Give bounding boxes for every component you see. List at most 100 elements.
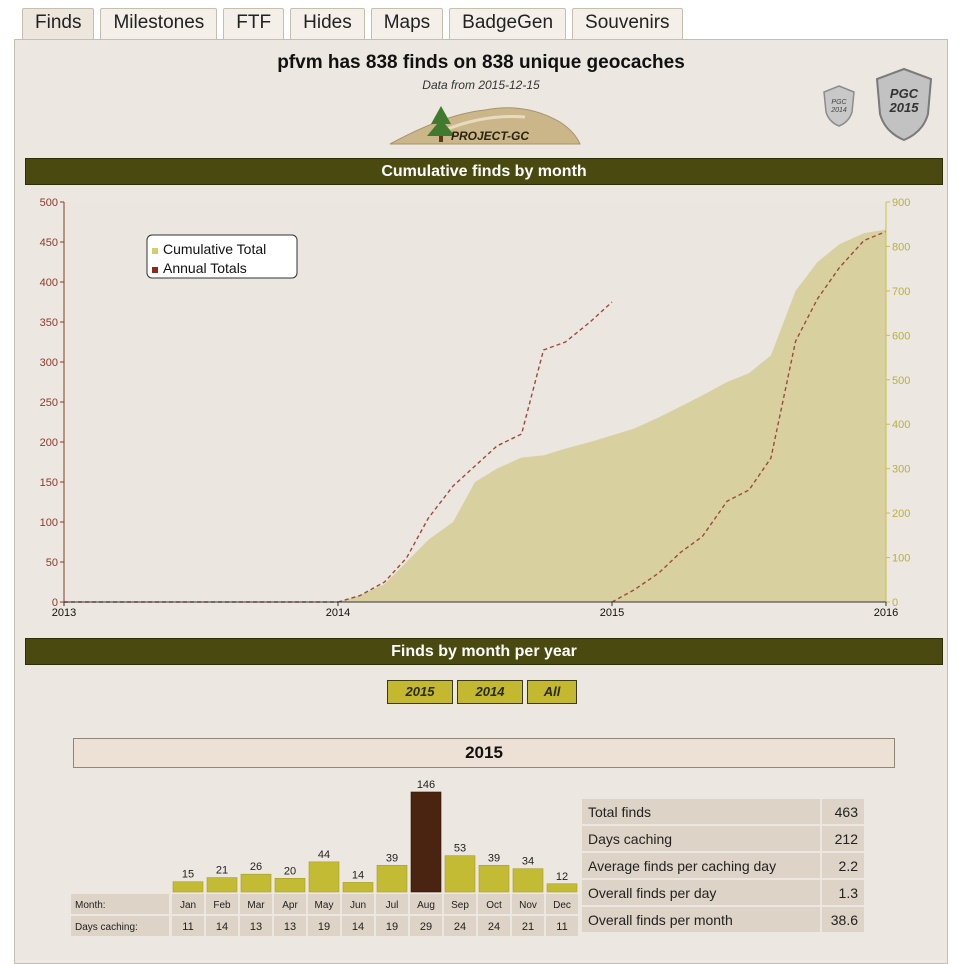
year-selector: 2015 2014 All: [387, 680, 577, 704]
days-cell: [546, 916, 578, 936]
left-tick-label: 0: [52, 597, 58, 609]
bar-value-label: 44: [318, 849, 330, 861]
month-label: Nov: [519, 900, 537, 911]
month-label: Apr: [282, 900, 298, 911]
stats-row: Days caching 212: [582, 826, 864, 851]
cumulative-chart: 0 50 100 150 200 250 300 350 400 450 500 0 100 200 300…: [40, 197, 911, 619]
days-cell: [410, 916, 442, 936]
bar-value-label: 15: [182, 869, 194, 881]
monthly-bar-chart: Month: Days caching: 15 Jan 11 21 Feb 14 26 Mar 13…: [71, 780, 578, 936]
month-label: Jan: [180, 900, 196, 911]
days-cell: [444, 916, 476, 936]
bar-value-label: 53: [454, 843, 466, 855]
left-tick-label: 400: [40, 277, 58, 289]
days-caching-value: 29: [420, 921, 432, 933]
stats-row: Average finds per caching day 2.2: [582, 853, 864, 878]
stat-label: Overall finds per month: [582, 907, 820, 932]
bar-feb: [206, 877, 238, 893]
x-tick-label: 2014: [326, 607, 350, 619]
right-tick-label: 400: [892, 419, 910, 431]
month-cell: [444, 894, 476, 914]
days-row-label: Days caching:: [75, 922, 138, 933]
month-label: Feb: [213, 900, 231, 911]
month-label: Jul: [386, 900, 399, 911]
stats-row: Overall finds per day 1.3: [582, 880, 864, 905]
bar-oct: [478, 864, 510, 893]
x-tick-label: 2013: [52, 607, 76, 619]
stat-value: 1.3: [820, 880, 864, 905]
left-tick-label: 50: [46, 557, 58, 569]
days-cell: [512, 916, 544, 936]
stat-value: 463: [820, 799, 864, 824]
month-label: May: [315, 900, 334, 911]
stat-value: 2.2: [820, 853, 864, 878]
month-cell: [308, 894, 340, 914]
tab-ftf[interactable]: FTF: [223, 8, 285, 40]
badge-label: 2014: [830, 107, 847, 114]
left-tick-label: 500: [40, 197, 58, 209]
month-label: Aug: [417, 900, 435, 911]
cumulative-total-area: [338, 229, 886, 603]
left-tick-label: 350: [40, 317, 58, 329]
tab-maps[interactable]: Maps: [370, 8, 444, 40]
bar-value-label: 39: [488, 852, 500, 864]
year-button-all[interactable]: All: [527, 680, 577, 704]
days-cell: [342, 916, 374, 936]
legend-box: [146, 234, 298, 279]
right-tick-label: 600: [892, 330, 910, 342]
days-caching-value: 11: [556, 921, 567, 933]
days-caching-value: 13: [250, 921, 262, 933]
left-tick-label: 100: [40, 517, 58, 529]
right-tick-label: 0: [892, 597, 898, 609]
bar-jan: [172, 881, 204, 893]
bar-value-label: 14: [352, 869, 364, 881]
tab-bar: Finds Milestones FTF Hides Maps BadgeGen Souve…: [22, 8, 683, 41]
tab-hides[interactable]: Hides: [290, 8, 365, 40]
legend-label-annual: Annual Totals: [163, 260, 247, 276]
bar-value-label: 39: [386, 852, 398, 864]
badge-label: PGC: [831, 99, 847, 106]
tab-finds[interactable]: Finds: [22, 8, 95, 41]
month-cell: [206, 894, 238, 914]
tab-milestones[interactable]: Milestones: [100, 8, 218, 40]
left-tick-label: 250: [40, 397, 58, 409]
year-button-2014[interactable]: 2014: [457, 680, 523, 704]
days-caching-value: 14: [352, 921, 364, 933]
days-caching-value: 13: [284, 921, 296, 933]
stat-label: Overall finds per day: [582, 880, 820, 905]
right-tick-label: 500: [892, 375, 910, 387]
pgc-2014-badge: PGC 2014: [823, 85, 855, 127]
days-cell: [308, 916, 340, 936]
x-tick-label: 2015: [600, 607, 624, 619]
month-row-label: Month:: [75, 900, 106, 911]
annual-total-line-2014: [337, 301, 613, 603]
x-tick-label: 2016: [874, 607, 898, 619]
month-cell: [376, 894, 408, 914]
stats-row: Overall finds per month 38.6: [582, 907, 864, 932]
bar-value-label: 20: [284, 865, 296, 877]
page-title: pfvm has 838 finds on 838 unique geocach…: [277, 52, 685, 73]
bar-jul: [376, 864, 408, 893]
stat-label: Average finds per caching day: [582, 853, 820, 878]
month-cell: [274, 894, 306, 914]
stats-table: Total finds 463 Days caching 212 Average fin…: [582, 797, 864, 934]
right-tick-label: 100: [892, 553, 910, 565]
days-cell: [376, 916, 408, 936]
data-date: Data from 2015-12-15: [422, 78, 540, 92]
days-caching-value: 19: [318, 921, 330, 933]
bar-aug: [410, 791, 442, 893]
tab-badgegen[interactable]: BadgeGen: [449, 8, 567, 40]
bar-dec: [546, 883, 578, 893]
year-button-2015[interactable]: 2015: [387, 680, 453, 704]
tab-souvenirs[interactable]: Souvenirs: [572, 8, 683, 40]
days-cell: [478, 916, 510, 936]
days-cell: [206, 916, 238, 936]
selected-year-heading: 2015: [73, 738, 895, 768]
pgc-2015-badge: PGC 2015: [875, 67, 933, 142]
days-caching-value: 14: [216, 921, 228, 933]
left-tick-label: 450: [40, 237, 58, 249]
bar-value-label: 12: [556, 871, 568, 883]
badge-label: PGC: [890, 86, 919, 101]
stat-label: Total finds: [582, 799, 820, 824]
legend-swatch-cumulative: [152, 248, 158, 254]
